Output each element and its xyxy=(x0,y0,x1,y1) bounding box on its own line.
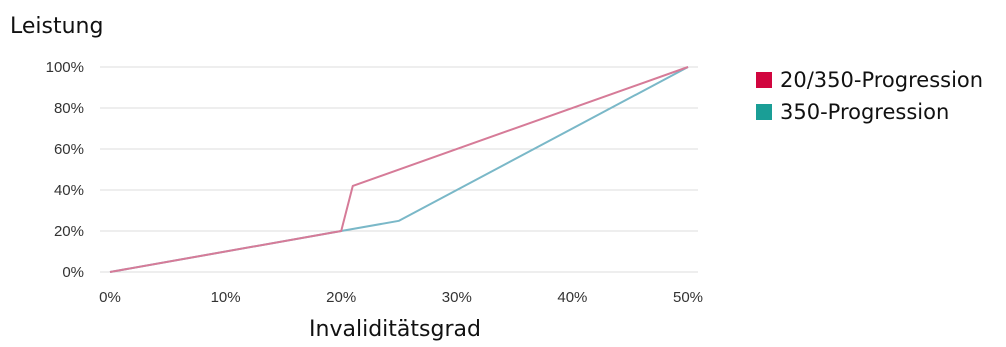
y-tick-label: 40% xyxy=(54,182,84,199)
y-tick-label: 100% xyxy=(46,59,84,76)
y-tick-label: 20% xyxy=(54,223,84,240)
legend-item-20-350-progression: 20/350-Progression xyxy=(756,64,983,96)
series-line-20-350-progression xyxy=(109,66,689,273)
tick-label-layer: 0% 20% 40% 60% 80% 100% 0% 10% 20% 30% 40% 50% xyxy=(46,59,703,306)
y-tick-label: 0% xyxy=(62,264,84,281)
legend-label-350-progression: 350-Progression xyxy=(780,100,950,124)
legend-swatch-20-350-progression xyxy=(756,72,772,88)
x-tick-label: 50% xyxy=(673,289,703,306)
legend: 20/350-Progression 350-Progression xyxy=(756,64,983,128)
x-tick-label: 10% xyxy=(211,289,241,306)
series-layer xyxy=(109,66,689,273)
legend-swatch-350-progression xyxy=(756,104,772,120)
legend-item-350-progression: 350-Progression xyxy=(756,96,983,128)
y-tick-label: 80% xyxy=(54,100,84,117)
grid-layer xyxy=(100,66,698,273)
x-tick-label: 20% xyxy=(326,289,356,306)
legend-label-20-350-progression: 20/350-Progression xyxy=(780,68,984,92)
y-axis-title: Leistung xyxy=(10,14,104,39)
x-axis-title: Invaliditätsgrad xyxy=(309,317,481,342)
x-tick-label: 0% xyxy=(99,289,121,306)
x-tick-label: 30% xyxy=(442,289,472,306)
x-tick-label: 40% xyxy=(557,289,587,306)
y-tick-label: 60% xyxy=(54,141,84,158)
plot-area: 0% 20% 40% 60% 80% 100% 0% 10% 20% 30% 40% 50% xyxy=(46,59,703,306)
